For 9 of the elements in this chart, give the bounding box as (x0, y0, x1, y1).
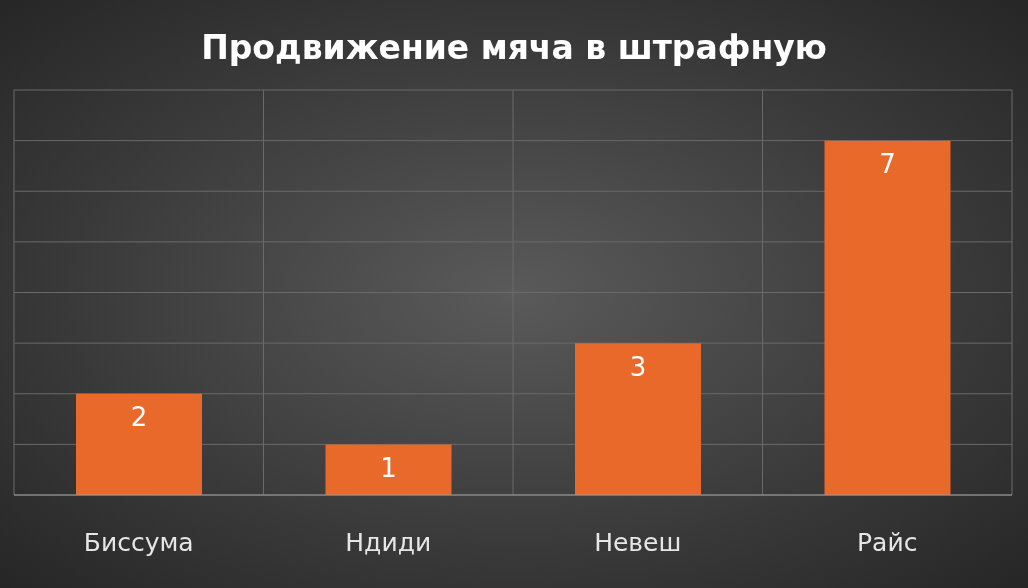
x-tick-label: Райс (857, 527, 918, 557)
data-label: 1 (380, 452, 397, 483)
x-tick-label: Ндиди (345, 527, 432, 557)
data-label: 2 (130, 402, 148, 433)
data-label: 3 (629, 351, 647, 382)
chart-title: Продвижение мяча в штрафную (200, 28, 828, 67)
data-label: 7 (879, 149, 896, 180)
x-tick-label: Биссума (83, 527, 194, 557)
x-tick-label: Невеш (594, 527, 682, 557)
